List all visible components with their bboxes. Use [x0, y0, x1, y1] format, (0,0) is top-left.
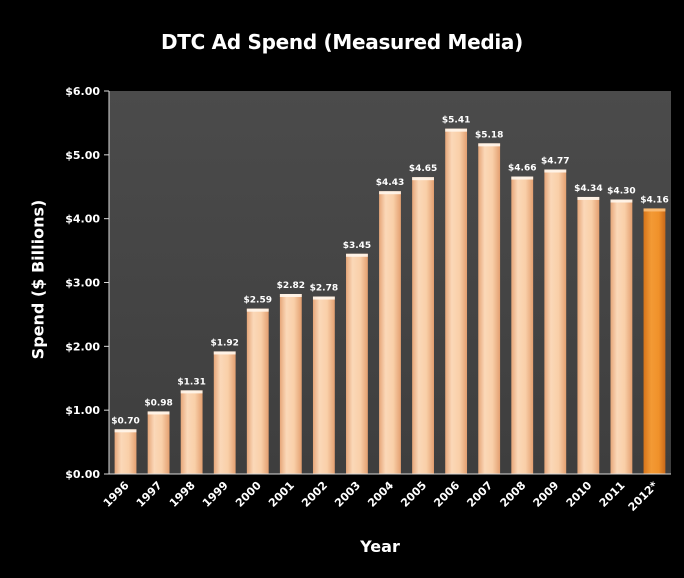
bar: [346, 253, 368, 474]
y-tick-label: $1.00: [65, 404, 100, 417]
x-tick-label: 2001: [266, 479, 297, 510]
x-axis-label: Year: [360, 537, 400, 556]
data-label: $4.65: [409, 164, 437, 174]
bar-cap: [114, 429, 137, 433]
y-tick-label: $2.00: [65, 340, 100, 353]
data-label: $2.59: [244, 296, 272, 306]
bar-cap: [478, 143, 501, 147]
bar: [577, 196, 600, 475]
data-label: $4.66: [508, 164, 536, 174]
bar: [610, 199, 633, 474]
x-tick-label: 2005: [398, 479, 429, 510]
x-tick-label: 2000: [233, 479, 264, 510]
bar-cap: [180, 390, 203, 394]
data-label: $4.30: [607, 187, 635, 197]
bar: [246, 308, 269, 474]
data-label: $3.45: [343, 241, 371, 251]
data-label: $4.16: [640, 195, 668, 205]
data-label: $4.43: [376, 178, 404, 188]
x-tick-label: 1998: [167, 479, 198, 510]
bar: [180, 390, 203, 474]
x-tick-label: 1999: [200, 479, 231, 510]
bar-cap: [279, 293, 302, 297]
bar-cap: [312, 296, 335, 300]
x-tick-label: 2002: [299, 479, 330, 510]
y-tick-label: $6.00: [65, 85, 100, 98]
bar-cap: [544, 169, 567, 173]
data-label: $5.41: [442, 116, 470, 126]
data-label: $0.98: [144, 398, 172, 408]
bar: [379, 191, 401, 475]
bar: [445, 128, 468, 474]
bar-cap: [412, 177, 434, 181]
bar-cap: [246, 308, 269, 312]
bar: [114, 429, 137, 474]
bar: [478, 143, 501, 475]
data-label: $5.18: [475, 130, 503, 140]
data-label: $4.77: [541, 157, 569, 167]
data-label: $0.70: [111, 416, 139, 426]
bar-cap: [213, 351, 236, 355]
y-tick-label: $5.00: [65, 149, 100, 162]
chart-title: DTC Ad Spend (Measured Media): [161, 30, 523, 54]
x-tick-label: 2003: [332, 479, 363, 510]
bar-cap: [147, 411, 170, 415]
bar: [147, 411, 170, 474]
bar-cap: [511, 176, 534, 180]
x-tick-label: 2012*: [626, 479, 661, 514]
y-tick-label: $0.00: [65, 468, 100, 481]
bar: [544, 169, 567, 474]
bar: [511, 176, 534, 474]
bar-cap: [577, 196, 600, 200]
bar-cap: [610, 199, 633, 203]
x-tick-label: 2007: [464, 479, 495, 510]
bar: [312, 296, 335, 474]
bar: [643, 208, 666, 474]
y-tick-label: $3.00: [65, 277, 100, 290]
x-tick-label: 2004: [365, 479, 396, 510]
bar: [412, 177, 434, 475]
bar: [213, 351, 236, 474]
data-label: $2.82: [277, 281, 305, 291]
x-tick-label: 2008: [498, 479, 529, 510]
data-label: $1.31: [177, 377, 205, 387]
data-label: $4.34: [574, 184, 602, 194]
bar-cap: [643, 208, 666, 212]
bar-cap: [346, 253, 368, 257]
x-tick-label: 2006: [431, 479, 462, 510]
y-tick-label: $4.00: [65, 213, 100, 226]
bar: [279, 293, 302, 474]
x-tick-label: 2011: [597, 479, 628, 510]
bar-cap: [445, 128, 468, 132]
x-tick-label: 2009: [531, 479, 562, 510]
data-label: $1.92: [210, 338, 238, 348]
x-tick-label: 1997: [134, 479, 165, 510]
data-label: $2.78: [310, 284, 338, 294]
x-tick-label: 1996: [101, 479, 132, 510]
x-tick-label: 2010: [564, 479, 595, 510]
bar-cap: [379, 191, 401, 195]
